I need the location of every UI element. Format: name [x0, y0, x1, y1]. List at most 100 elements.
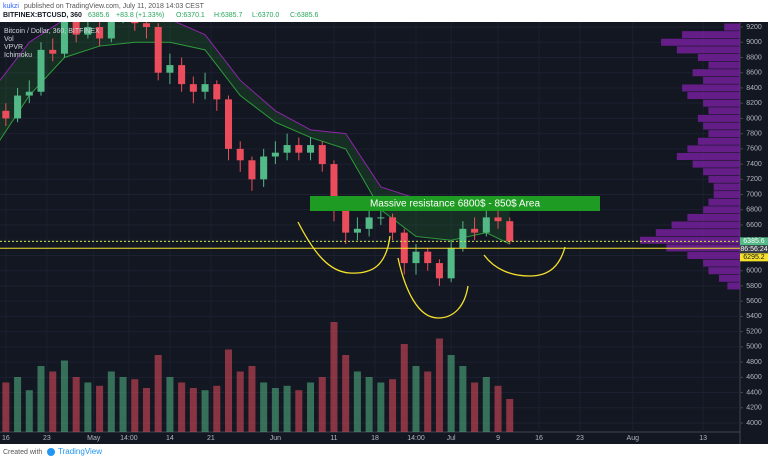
x-tick-label: 23 — [43, 435, 51, 442]
last-price-label: 6385.6 — [743, 238, 765, 245]
vpvr-bar — [708, 267, 740, 275]
legend-entry: Vol — [4, 36, 14, 43]
vpvr-bar — [708, 61, 740, 69]
candle-body — [248, 160, 256, 180]
candle-body — [131, 22, 139, 24]
x-tick-label: 14 — [166, 435, 174, 442]
vpvr-bar — [713, 191, 740, 199]
candle-body — [154, 27, 162, 73]
annotation-box — [310, 196, 600, 211]
candle-body — [178, 65, 186, 85]
x-tick-label: 11 — [330, 435, 337, 442]
y-tick-label: 7000 — [746, 191, 762, 198]
author: kukzi — [3, 3, 19, 10]
published: published on TradingView.com, July 11, 2… — [24, 3, 205, 10]
y-tick-label: 6000 — [746, 268, 762, 275]
plot-bg — [0, 22, 768, 444]
volume-bar — [189, 388, 197, 432]
candle-body — [49, 49, 57, 54]
vpvr-bar — [727, 282, 740, 290]
vpvr-bar — [703, 99, 740, 107]
candle-body — [107, 22, 115, 39]
vpvr-bar — [687, 145, 740, 153]
volume-bar — [400, 344, 408, 432]
volume-bar — [119, 377, 127, 432]
volume-bar — [96, 385, 104, 432]
ichimoku-line — [0, 41, 510, 245]
y-tick-label: 8800 — [746, 54, 762, 61]
y-tick-label: 8400 — [746, 85, 762, 92]
volume-bar — [482, 377, 490, 432]
candle-body — [459, 228, 467, 248]
candle-body — [377, 217, 385, 219]
volume-bar — [2, 382, 10, 432]
legend-entry: Ichimoku — [4, 52, 32, 59]
annotation: Massive resistance 6800$ - 850$ Area — [370, 199, 541, 210]
volume-bar — [60, 360, 68, 432]
volume-bar — [14, 377, 22, 432]
vpvr-bar — [703, 168, 740, 176]
volume-bar — [435, 338, 443, 432]
volume-bar — [224, 349, 233, 432]
vpvr-bar — [640, 236, 740, 244]
candle-body — [447, 247, 455, 279]
symbol: BITFINEX:BTCUSD, 360 — [3, 12, 82, 19]
cloud-fill — [0, 22, 510, 245]
hline-tag — [740, 253, 768, 262]
y-tick-label: 8200 — [746, 100, 762, 107]
candle-body — [271, 152, 279, 157]
volume-bar — [412, 366, 420, 432]
vpvr-bar — [676, 46, 740, 54]
brand: TradingView — [58, 447, 102, 456]
vpvr-bar — [671, 221, 740, 229]
ohlc-value: O:6370.1 — [176, 12, 205, 19]
y-tick-label: 5600 — [746, 298, 762, 305]
candle-body — [260, 156, 268, 180]
y-tick-label: 6800 — [746, 207, 762, 214]
volume-bar — [271, 388, 279, 432]
x-tick-label: Jul — [447, 435, 456, 442]
vpvr-bar — [703, 76, 740, 84]
candle-body — [166, 65, 174, 73]
y-tick-label: 7600 — [746, 146, 762, 153]
vpvr-bar — [687, 213, 740, 221]
volume-bar — [25, 390, 33, 432]
vpvr-bar — [687, 251, 740, 259]
candle-body — [37, 49, 45, 92]
volume-bar — [318, 377, 326, 432]
vpvr-bar — [692, 69, 740, 77]
x-tick-label: 16 — [2, 435, 10, 442]
candle-body — [435, 263, 443, 279]
vpvr-bar — [692, 160, 740, 168]
candle-body — [494, 217, 502, 222]
y-tick-label: 6600 — [746, 222, 762, 229]
x-tick-label: 14:00 — [120, 435, 138, 442]
brand-icon — [47, 448, 55, 456]
ohlc-value: L:6370.0 — [252, 12, 279, 19]
vpvr-bar — [703, 259, 740, 267]
volume-bar — [248, 366, 256, 432]
volume-bar — [342, 355, 350, 432]
volume-bar — [506, 399, 514, 432]
vpvr-bar — [703, 206, 740, 214]
volume-bar — [447, 355, 455, 432]
volume-bar — [236, 371, 244, 432]
candle-body — [236, 148, 244, 161]
candle-body — [96, 27, 104, 39]
y-tick-label: 8000 — [746, 115, 762, 122]
volume-bar — [107, 371, 115, 432]
candle-body — [353, 228, 361, 233]
volume-bar — [84, 382, 92, 432]
candle-body — [389, 217, 397, 233]
volume-bar — [471, 382, 479, 432]
volume-bar — [166, 377, 174, 432]
vpvr-bar — [724, 23, 740, 31]
volume-bar — [365, 377, 373, 432]
volume-bar — [49, 371, 57, 432]
vpvr-bar — [708, 107, 740, 115]
vpvr-bar — [713, 183, 740, 191]
vpvr-bar — [682, 84, 740, 92]
vpvr-bar — [697, 114, 740, 122]
candle-body — [471, 228, 479, 233]
